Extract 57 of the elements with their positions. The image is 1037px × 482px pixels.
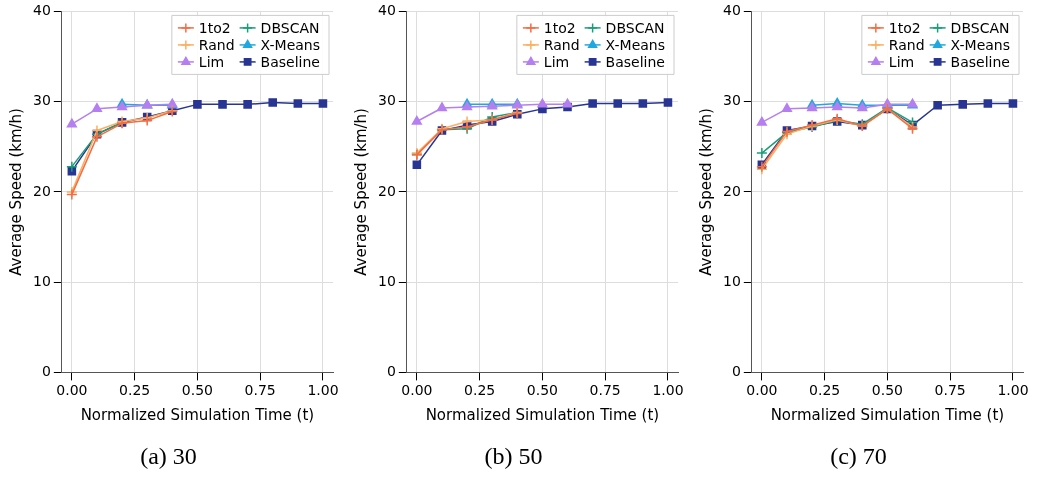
y-tick-label: 30 bbox=[377, 92, 396, 109]
x-axis-title: Normalized Simulation Time (t) bbox=[770, 406, 1005, 425]
text: (b) 50 bbox=[484, 442, 543, 469]
x-tick-label: 0.50 bbox=[871, 382, 903, 399]
text: (c) 70 bbox=[830, 442, 887, 469]
legend-label: X-Means bbox=[605, 36, 666, 53]
y-tick-label: 40 bbox=[377, 2, 396, 19]
legend-label: 1to2 bbox=[198, 19, 231, 36]
y-tick-label: 40 bbox=[32, 2, 51, 19]
x-tick-label: 0.50 bbox=[181, 382, 213, 399]
x-tick-label: 0.75 bbox=[589, 382, 621, 399]
x-tick-label: 0.25 bbox=[464, 382, 496, 399]
x-tick-label: 0.25 bbox=[809, 382, 841, 399]
y-tick-label: 0 bbox=[41, 363, 51, 380]
legend-label: Baseline bbox=[605, 53, 665, 70]
x-tick-label: 0.00 bbox=[401, 382, 433, 399]
x-tick-label: 0.00 bbox=[746, 382, 778, 399]
x-axis-title: Normalized Simulation Time (t) bbox=[80, 406, 315, 425]
y-tick-label: 40 bbox=[722, 2, 741, 19]
x-tick-label: 0.75 bbox=[934, 382, 966, 399]
y-tick-label: 0 bbox=[386, 363, 396, 380]
x-tick-label: 0.25 bbox=[119, 382, 151, 399]
x-tick-label: 1.00 bbox=[307, 382, 339, 399]
legend-label: DBSCAN bbox=[605, 19, 665, 36]
x-tick-label: 0.75 bbox=[244, 382, 276, 399]
legend-label: X-Means bbox=[260, 36, 321, 53]
legend-label: DBSCAN bbox=[950, 19, 1010, 36]
y-tick-label: 20 bbox=[377, 182, 396, 199]
text: (a) 30 bbox=[140, 442, 197, 469]
legend-label: Baseline bbox=[260, 53, 320, 70]
y-axis-title: Average Speed (km/h) bbox=[6, 108, 25, 276]
x-tick-label: 1.00 bbox=[652, 382, 684, 399]
x-axis-title: Normalized Simulation Time (t) bbox=[425, 406, 660, 425]
legend-label: Lim bbox=[888, 53, 915, 70]
x-tick-label: 0.00 bbox=[56, 382, 88, 399]
x-tick-label: 1.00 bbox=[997, 382, 1029, 399]
legend-label: Lim bbox=[198, 53, 225, 70]
y-tick-label: 30 bbox=[722, 92, 741, 109]
legend-label: DBSCAN bbox=[260, 19, 320, 36]
legend-label: Baseline bbox=[950, 53, 1010, 70]
legend-label: Lim bbox=[543, 53, 570, 70]
legend-label: Rand bbox=[543, 36, 580, 53]
y-tick-label: 10 bbox=[32, 272, 51, 289]
y-tick-label: 0 bbox=[731, 363, 741, 380]
legend-label: 1to2 bbox=[888, 19, 921, 36]
legend-label: 1to2 bbox=[543, 19, 576, 36]
y-tick-label: 30 bbox=[32, 92, 51, 109]
legend-label: X-Means bbox=[950, 36, 1011, 53]
y-tick-label: 20 bbox=[32, 182, 51, 199]
y-tick-label: 10 bbox=[377, 272, 396, 289]
y-axis-title: Average Speed (km/h) bbox=[351, 108, 370, 276]
legend-label: Rand bbox=[888, 36, 925, 53]
y-tick-label: 20 bbox=[722, 182, 741, 199]
x-tick-label: 0.50 bbox=[526, 382, 558, 399]
legend-label: Rand bbox=[198, 36, 235, 53]
y-tick-label: 10 bbox=[722, 272, 741, 289]
y-axis-title: Average Speed (km/h) bbox=[696, 108, 715, 276]
